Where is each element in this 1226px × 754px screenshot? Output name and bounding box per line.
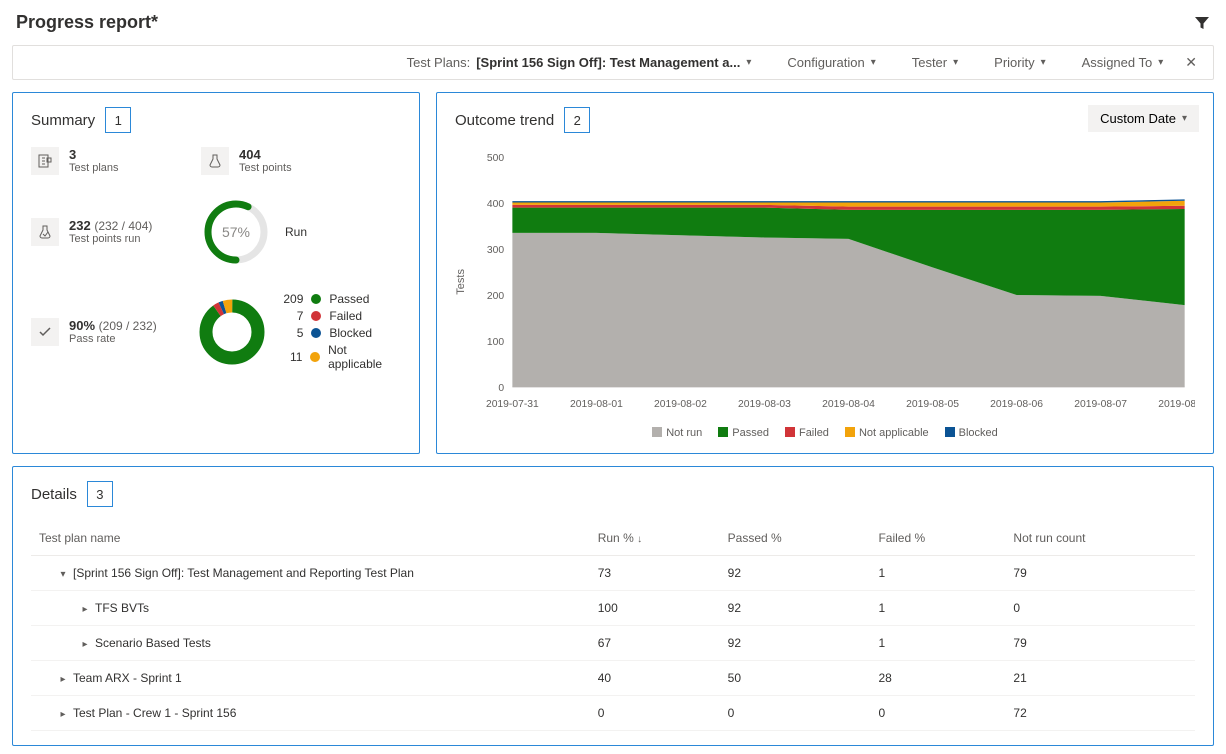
svg-text:300: 300 (487, 245, 505, 256)
trend-y-axis-label: Tests (455, 269, 467, 295)
test-points-run-label: Test points run (69, 233, 152, 245)
chevron-down-icon: ▾ (1041, 57, 1046, 68)
legend-item: Passed (718, 427, 769, 439)
test-points-run-value: 232 (232 / 404) (69, 218, 152, 233)
svg-text:400: 400 (487, 199, 505, 210)
legend-item: 7Failed (281, 309, 401, 323)
outcome-donut-chart (197, 297, 267, 367)
callout-box-2: 2 (564, 107, 590, 133)
summary-title: Summary (31, 112, 95, 129)
svg-text:100: 100 (487, 337, 505, 348)
filter-priority[interactable]: Priority ▾ (994, 55, 1045, 70)
outcome-donut-legend: 209Passed 7Failed 5Blocked 11Not applicable (281, 289, 401, 374)
page-title: Progress report* (16, 12, 158, 33)
pass-rate-value: 90% (209 / 232) (69, 318, 157, 333)
test-plans-label: Test plans (69, 162, 119, 174)
run-donut-chart: 57% (201, 197, 271, 267)
outcome-trend-title: Outcome trend (455, 112, 554, 129)
details-title: Details (31, 486, 77, 503)
test-points-icon (201, 147, 229, 175)
outcome-trend-chart: 0 100 200 300 400 500 2019-07-31 2019-08-01 2019… (471, 147, 1195, 417)
chevron-down-icon: ▾ (953, 57, 958, 68)
legend-item: 11Not applicable (281, 343, 401, 371)
filter-icon[interactable] (1194, 15, 1210, 31)
expand-icon[interactable]: ▸ (79, 639, 91, 650)
table-row[interactable]: ▾[Sprint 156 Sign Off]: Test Management … (31, 556, 1195, 591)
filter-tester[interactable]: Tester ▾ (912, 55, 958, 70)
svg-text:2019-08-08: 2019-08-08 (1158, 399, 1195, 410)
column-header[interactable]: Passed % (720, 521, 871, 556)
custom-date-button[interactable]: Custom Date ▾ (1088, 105, 1199, 132)
legend-item: Blocked (945, 427, 998, 439)
test-points-label: Test points (239, 162, 292, 174)
details-table: Test plan nameRun % ↓Passed %Failed %Not… (31, 521, 1195, 731)
expand-icon[interactable]: ▸ (79, 604, 91, 615)
column-header[interactable]: Test plan name (31, 521, 590, 556)
test-plans-filter[interactable]: Test Plans: [Sprint 156 Sign Off]: Test … (407, 55, 752, 70)
svg-text:2019-08-06: 2019-08-06 (990, 399, 1043, 410)
chevron-down-icon: ▾ (746, 57, 751, 68)
outcome-trend-card: Outcome trend 2 Custom Date ▾ Tests 0 100… (436, 92, 1214, 454)
filter-bar: Test Plans: [Sprint 156 Sign Off]: Test … (12, 45, 1214, 80)
table-row[interactable]: ▸Scenario Based Tests 6792179 (31, 626, 1195, 661)
legend-item: Not run (652, 427, 702, 439)
expand-icon[interactable]: ▾ (57, 569, 69, 580)
summary-card: Summary 1 3 Test plans 404 Test point (12, 92, 420, 454)
expand-icon[interactable]: ▸ (57, 674, 69, 685)
close-icon[interactable]: ✕ (1181, 54, 1201, 71)
chevron-down-icon: ▾ (1158, 57, 1163, 68)
expand-icon[interactable]: ▸ (57, 709, 69, 720)
run-donut-percent: 57% (201, 197, 271, 267)
run-donut-label: Run (285, 225, 307, 239)
column-header[interactable]: Run % ↓ (590, 521, 720, 556)
test-points-value: 404 (239, 147, 292, 162)
svg-text:2019-07-31: 2019-07-31 (486, 399, 539, 410)
filter-configuration[interactable]: Configuration ▾ (787, 55, 875, 70)
svg-text:2019-08-07: 2019-08-07 (1074, 399, 1127, 410)
test-plans-icon (31, 147, 59, 175)
chevron-down-icon: ▾ (1182, 113, 1187, 124)
legend-item: 5Blocked (281, 326, 401, 340)
chevron-down-icon: ▾ (871, 57, 876, 68)
filter-assigned to[interactable]: Assigned To ▾ (1082, 55, 1164, 70)
table-row[interactable]: ▸TFS BVTs 1009210 (31, 591, 1195, 626)
test-points-run-icon (31, 218, 59, 246)
svg-text:2019-08-05: 2019-08-05 (906, 399, 959, 410)
details-card: Details 3 Test plan nameRun % ↓Passed %F… (12, 466, 1214, 746)
svg-text:2019-08-01: 2019-08-01 (570, 399, 623, 410)
svg-text:500: 500 (487, 153, 505, 164)
callout-box-1: 1 (105, 107, 131, 133)
callout-box-3: 3 (87, 481, 113, 507)
sort-down-icon: ↓ (637, 534, 642, 545)
table-row[interactable]: ▸Test Plan - Crew 1 - Sprint 156 00072 (31, 696, 1195, 731)
pass-rate-icon (31, 318, 59, 346)
svg-text:2019-08-02: 2019-08-02 (654, 399, 707, 410)
svg-text:2019-08-03: 2019-08-03 (738, 399, 791, 410)
svg-text:200: 200 (487, 291, 505, 302)
test-plans-value: 3 (69, 147, 119, 162)
svg-text:2019-08-04: 2019-08-04 (822, 399, 875, 410)
column-header[interactable]: Failed % (870, 521, 1005, 556)
legend-item: 209Passed (281, 292, 401, 306)
column-header[interactable]: Not run count (1005, 521, 1195, 556)
test-plans-filter-value: [Sprint 156 Sign Off]: Test Management a… (476, 55, 740, 70)
pass-rate-label: Pass rate (69, 333, 157, 345)
legend-item: Not applicable (845, 427, 929, 439)
test-plans-filter-label: Test Plans: (407, 55, 471, 70)
outcome-trend-legend: Not run Passed Failed Not applicable Blocked (455, 427, 1195, 439)
table-row[interactable]: ▸Team ARX - Sprint 1 40502821 (31, 661, 1195, 696)
legend-item: Failed (785, 427, 829, 439)
svg-text:0: 0 (498, 383, 504, 394)
